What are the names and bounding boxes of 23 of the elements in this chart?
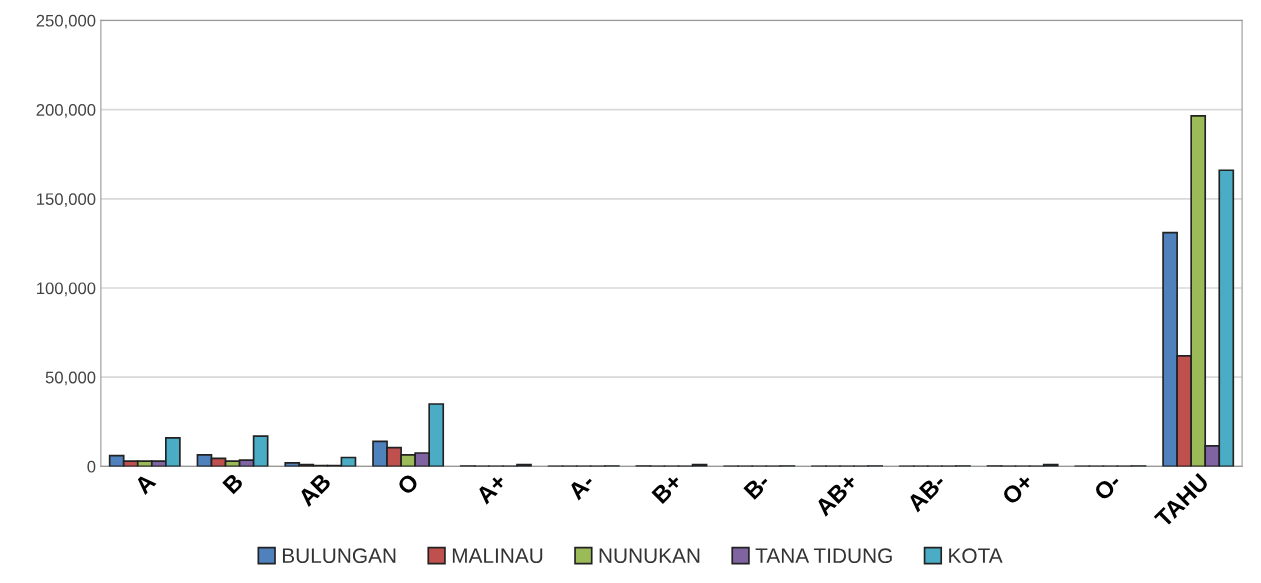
x-tick-label: O	[396, 472, 420, 496]
x-tick-label: A-	[567, 472, 596, 501]
x-tick-label: A	[133, 472, 157, 495]
x-tick-label: AB+	[814, 472, 859, 517]
legend-label: BULUNGAN	[282, 548, 396, 564]
y-tick-label: 200,000	[36, 104, 96, 118]
legend-label: KOTA	[949, 548, 1003, 564]
x-tick-label: B+	[651, 472, 683, 505]
x-tick-label: O-	[1092, 472, 1122, 502]
x-tick-label: AB-	[906, 472, 947, 513]
y-tick-label: 0	[87, 460, 96, 473]
x-tick-label: AB	[297, 472, 332, 508]
y-tick-label: 150,000	[37, 193, 96, 207]
x-tick-label: B	[222, 472, 244, 495]
legend-label: TANA TIDUNG	[755, 548, 892, 564]
x-tick-label: O+	[1001, 472, 1035, 506]
y-tick-label: 100,000	[37, 282, 96, 297]
legend-label: NUNUKAN	[599, 548, 700, 564]
legend-label: MALINAU	[452, 548, 543, 564]
y-tick-label: 50,000	[45, 371, 96, 386]
x-tick-label: B-	[743, 472, 771, 500]
x-tick-label: A+	[475, 472, 508, 505]
y-tick-label: 250,000	[36, 14, 96, 29]
